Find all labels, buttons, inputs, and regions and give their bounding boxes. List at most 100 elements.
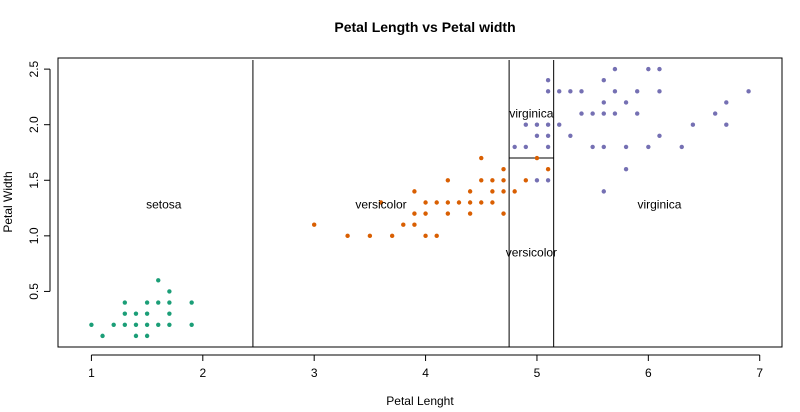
x-tick-label: 7: [756, 366, 763, 380]
data-point-series-1: [534, 155, 540, 161]
data-point-series-2: [545, 133, 551, 139]
data-point-series-2: [545, 78, 551, 83]
data-point-series-1: [479, 178, 484, 183]
data-point-series-2: [724, 100, 729, 105]
data-point-series-2: [512, 144, 517, 150]
data-point-series-1: [367, 233, 373, 239]
data-point-series-2: [545, 122, 551, 127]
y-axis-label: Petal Width: [1, 171, 15, 232]
data-point-series-1: [345, 233, 350, 239]
x-tick-label: 2: [199, 366, 206, 380]
data-point-series-1: [423, 233, 428, 239]
data-point-series-1: [378, 200, 384, 205]
data-point-series-2: [568, 89, 573, 94]
data-point-series-1: [389, 233, 395, 239]
data-point-series-1: [490, 178, 495, 183]
data-point-series-0: [122, 300, 128, 305]
data-point-series-0: [144, 311, 150, 316]
data-point-series-2: [557, 89, 562, 94]
data-point-series-0: [167, 311, 172, 316]
data-point-series-2: [568, 133, 573, 139]
data-point-series-0: [144, 300, 150, 305]
data-point-series-2: [534, 178, 540, 183]
data-point-series-2: [657, 66, 662, 72]
data-point-series-0: [156, 322, 161, 327]
data-point-series-2: [601, 144, 606, 150]
data-point-series-2: [724, 122, 729, 127]
data-point-series-2: [601, 100, 606, 105]
data-point-series-2: [601, 78, 606, 83]
data-point-series-1: [423, 200, 428, 205]
x-axis-label: Petal Lenght: [386, 394, 454, 408]
data-point-series-0: [122, 311, 128, 316]
data-point-series-0: [144, 322, 150, 327]
region-label: versicolor: [506, 246, 557, 260]
data-point-series-0: [167, 322, 172, 327]
data-point-series-1: [445, 200, 451, 205]
data-point-series-1: [467, 200, 473, 205]
data-point-series-2: [657, 89, 662, 94]
data-point-series-1: [456, 200, 462, 205]
data-point-series-1: [501, 211, 506, 216]
data-point-series-1: [434, 233, 439, 239]
data-point-series-0: [167, 300, 172, 305]
data-point-series-1: [490, 189, 495, 194]
data-point-series-2: [623, 100, 629, 105]
data-point-series-0: [156, 300, 161, 305]
x-tick-label: 6: [645, 366, 652, 380]
data-point-series-0: [122, 322, 128, 327]
data-point-series-1: [501, 189, 506, 194]
data-point-series-0: [167, 289, 172, 294]
data-point-series-0: [100, 333, 105, 339]
data-point-series-2: [612, 111, 618, 116]
data-point-series-2: [612, 66, 618, 72]
data-point-series-0: [133, 333, 139, 339]
data-point-series-2: [523, 122, 529, 127]
data-point-series-1: [445, 178, 451, 183]
data-point-series-0: [144, 333, 150, 339]
data-point-series-1: [467, 211, 473, 216]
data-point-series-2: [545, 144, 551, 150]
region-label: setosa: [146, 198, 182, 212]
data-point-series-0: [89, 322, 94, 327]
data-point-series-2: [545, 178, 551, 183]
data-point-series-2: [679, 144, 684, 150]
data-point-series-1: [412, 222, 417, 227]
data-point-series-0: [189, 300, 194, 305]
plot-frame: [57, 57, 783, 348]
y-tick-label: 1.0: [27, 227, 41, 244]
data-point-series-1: [434, 200, 439, 205]
x-tick-label: 1: [88, 366, 95, 380]
data-point-series-1: [479, 155, 484, 161]
data-point-series-2: [646, 66, 651, 72]
data-point-series-2: [579, 111, 584, 116]
data-point-series-2: [635, 89, 640, 94]
data-point-series-2: [590, 111, 595, 116]
data-point-series-1: [445, 211, 451, 216]
data-point-series-1: [490, 200, 495, 205]
data-point-series-2: [534, 133, 540, 139]
data-point-series-2: [690, 122, 696, 127]
data-point-series-2: [557, 122, 562, 127]
data-point-series-2: [712, 111, 718, 116]
data-point-series-1: [412, 189, 417, 194]
chart-title: Petal Length vs Petal width: [334, 19, 515, 35]
data-point-series-0: [111, 322, 116, 327]
x-tick-label: 5: [534, 366, 541, 380]
y-tick-label: 2.0: [27, 116, 41, 133]
data-point-series-2: [635, 111, 640, 116]
data-point-series-1: [423, 211, 428, 216]
region-label: virginica: [637, 198, 681, 212]
region-label: virginica: [509, 107, 553, 121]
y-axis: 0.5 1.0 1.5 2.0 2.5: [27, 60, 51, 300]
data-point-series-2: [534, 122, 540, 127]
x-axis: 1 2 3 4 5 6 7: [88, 354, 763, 380]
data-point-series-2: [623, 166, 629, 172]
data-point-series-2: [612, 89, 618, 94]
data-point-series-1: [501, 166, 506, 172]
data-point-series-2: [657, 133, 662, 139]
data-point-series-0: [189, 322, 194, 327]
data-point-series-1: [512, 189, 517, 194]
data-points: [89, 66, 751, 339]
data-point-series-1: [467, 189, 473, 194]
